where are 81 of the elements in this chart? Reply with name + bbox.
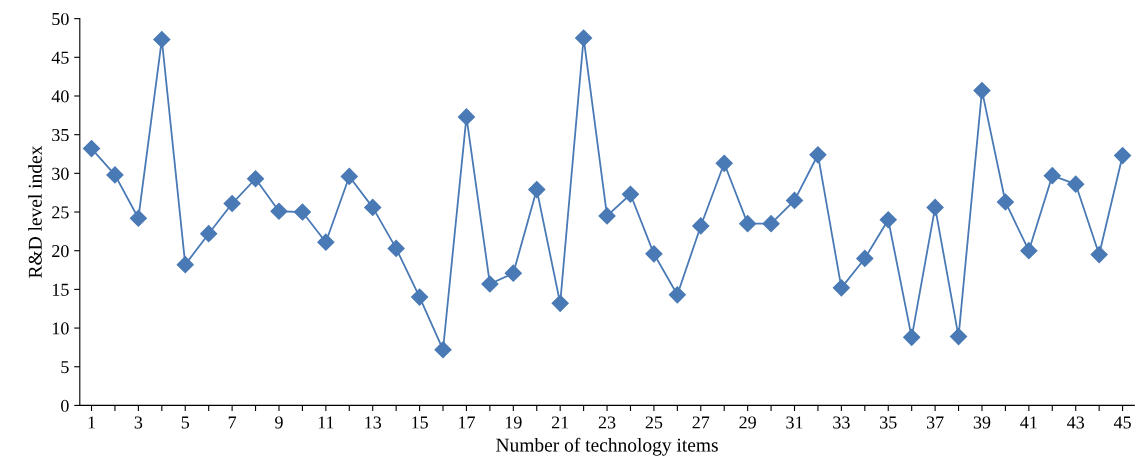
- point: [200, 225, 218, 243]
- x-tick-label: 3: [134, 416, 143, 429]
- x-tick-label: 37: [926, 416, 944, 429]
- point: [246, 170, 265, 188]
- point: [785, 191, 804, 209]
- x-tick-label: 17: [459, 416, 475, 429]
- point: [82, 140, 101, 158]
- x-tick-label: 33: [833, 416, 850, 429]
- x-tick-label: 21: [551, 416, 569, 429]
- y-tick-label: 20: [52, 244, 69, 258]
- x-tick-label: 19: [505, 416, 522, 429]
- point: [129, 209, 147, 227]
- x-tick-label: 15: [412, 416, 428, 429]
- point: [739, 215, 757, 233]
- x-tick-label: 11: [318, 416, 334, 429]
- x-tick-label: 31: [786, 416, 803, 429]
- point: [621, 185, 640, 203]
- y-axis-title: R&D level index: [28, 145, 42, 278]
- point: [973, 82, 991, 100]
- y-tick-label: 10: [52, 322, 69, 335]
- point: [996, 193, 1014, 211]
- point: [457, 108, 476, 126]
- x-tick-label: 43: [1067, 416, 1085, 429]
- point: [1043, 167, 1061, 185]
- y-tick-label: 5: [61, 361, 69, 374]
- y-tick-label: 25: [52, 206, 69, 219]
- x-tick-label: 9: [275, 416, 283, 429]
- point: [340, 167, 358, 185]
- point: [598, 207, 616, 225]
- point: [106, 166, 124, 184]
- x-tick-label: 41: [1020, 416, 1037, 429]
- point: [692, 217, 710, 235]
- point: [879, 211, 897, 229]
- point: [411, 288, 429, 306]
- y-tick-label: 50: [52, 12, 69, 26]
- x-tick-label: 45: [1113, 416, 1131, 429]
- x-tick-label: 1: [88, 416, 95, 429]
- y-tick-label: 0: [61, 399, 69, 412]
- x-tick-label: 23: [598, 416, 616, 429]
- point: [903, 328, 921, 346]
- point: [1020, 242, 1038, 260]
- point: [1067, 175, 1085, 193]
- x-axis-title: Number of technology items: [496, 437, 718, 456]
- y-tick-label: 35: [52, 128, 69, 142]
- point: [809, 146, 827, 164]
- point: [762, 215, 780, 233]
- point: [1090, 246, 1108, 264]
- point: [1114, 147, 1132, 165]
- point: [317, 233, 335, 251]
- point: [575, 29, 593, 47]
- point: [223, 194, 241, 213]
- point: [270, 202, 288, 220]
- point: [645, 245, 663, 263]
- x-tick-label: 27: [692, 416, 710, 429]
- point: [832, 279, 850, 297]
- x-tick-label: 25: [645, 416, 663, 429]
- point: [153, 30, 171, 49]
- x-tick-label: 39: [973, 416, 991, 429]
- point: [434, 341, 452, 359]
- point: [528, 181, 546, 199]
- x-tick-label: 29: [739, 416, 756, 429]
- point: [668, 286, 686, 304]
- point: [926, 198, 944, 216]
- x-tick-label: 7: [228, 416, 237, 429]
- point: [481, 275, 499, 293]
- point: [715, 154, 733, 172]
- point: [551, 294, 569, 312]
- x-tick-label: 35: [880, 416, 897, 429]
- y-tick-label: 45: [51, 51, 69, 64]
- point: [856, 249, 874, 267]
- point: [387, 239, 405, 257]
- y-tick-label: 15: [52, 283, 69, 296]
- point: [504, 264, 522, 282]
- point: [176, 256, 194, 274]
- x-tick-label: 5: [181, 416, 190, 429]
- y-tick-label: 40: [51, 90, 69, 103]
- point: [293, 203, 311, 221]
- x-tick-label: 13: [365, 416, 382, 429]
- y-tick-label: 30: [52, 167, 69, 180]
- point: [364, 198, 382, 216]
- point: [949, 328, 968, 346]
